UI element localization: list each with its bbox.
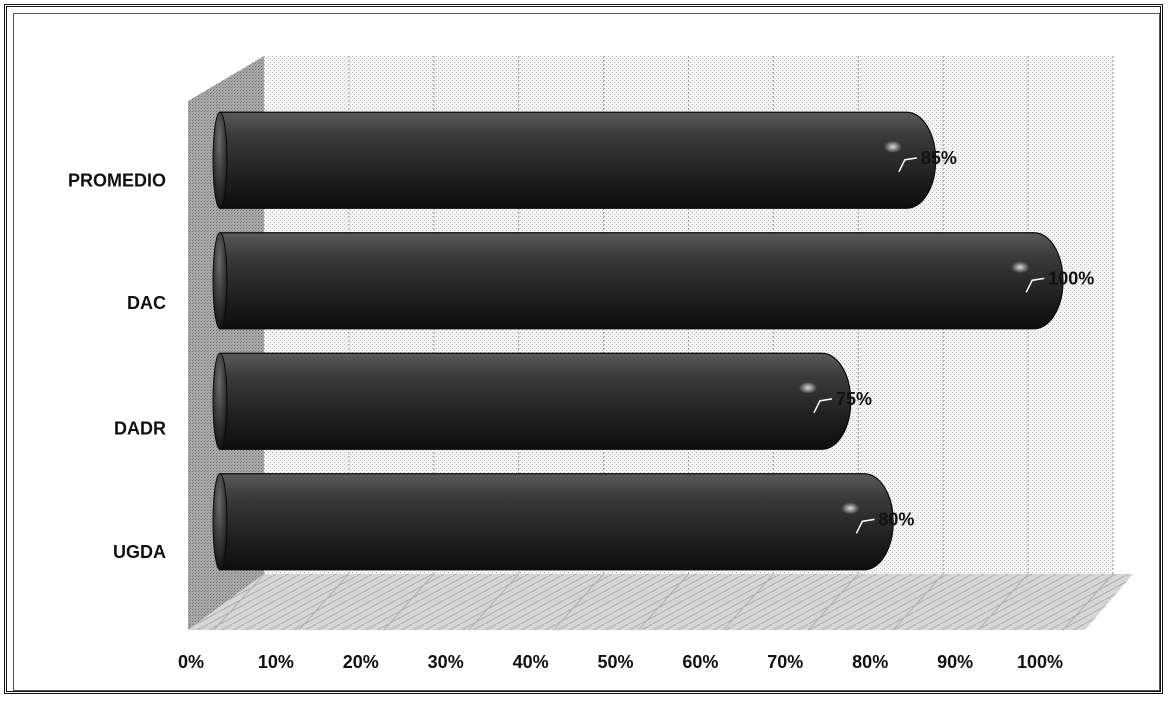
floor-gridline bbox=[638, 573, 689, 631]
category-label: PROMEDIO bbox=[68, 170, 166, 190]
bar-cap bbox=[212, 473, 228, 571]
floor-gridline bbox=[892, 573, 944, 631]
chart-inner-border bbox=[13, 13, 1160, 691]
data-label: 85% bbox=[921, 148, 957, 168]
data-label-leader bbox=[898, 157, 917, 173]
bar-dac bbox=[212, 232, 1064, 330]
x-tick-label: 0% bbox=[178, 652, 204, 672]
bar-cap bbox=[212, 352, 228, 450]
bar-body bbox=[213, 111, 937, 209]
data-label: 100% bbox=[1048, 268, 1094, 288]
bar-highlight bbox=[1011, 261, 1030, 274]
x-tick-label: 70% bbox=[767, 652, 803, 672]
bar-highlight bbox=[841, 502, 860, 515]
floor-gridline bbox=[383, 573, 435, 631]
data-label-leader bbox=[813, 398, 833, 414]
x-tick-label: 90% bbox=[937, 652, 973, 672]
x-tick-label: 100% bbox=[1017, 652, 1063, 672]
floor-gridline bbox=[213, 573, 265, 631]
bar-body bbox=[213, 232, 1064, 330]
floor bbox=[188, 574, 1133, 630]
x-tick-label: 10% bbox=[258, 652, 294, 672]
bar-highlight bbox=[883, 140, 902, 153]
bar-ugda bbox=[212, 473, 894, 571]
floor-gridline bbox=[553, 573, 604, 631]
data-label-leader bbox=[855, 518, 875, 534]
x-tick-label: 20% bbox=[343, 652, 379, 672]
floor-gridline bbox=[977, 573, 1029, 631]
bar-cap bbox=[212, 232, 228, 330]
bar-cap bbox=[212, 111, 228, 209]
data-label: 75% bbox=[836, 389, 872, 409]
data-label-leader bbox=[1025, 277, 1045, 293]
data-label: 80% bbox=[878, 509, 914, 529]
floor-gridline bbox=[298, 573, 350, 631]
x-tick-label: 50% bbox=[597, 652, 633, 672]
category-label: UGDA bbox=[113, 542, 166, 562]
x-tick-label: 30% bbox=[428, 652, 464, 672]
floor-gridline bbox=[807, 573, 859, 631]
x-tick-label: 80% bbox=[852, 652, 888, 672]
x-tick-label: 60% bbox=[682, 652, 718, 672]
bar-dadr bbox=[212, 352, 852, 450]
category-label: DADR bbox=[114, 418, 166, 438]
category-label: DAC bbox=[127, 293, 166, 313]
x-tick-label: 40% bbox=[513, 652, 549, 672]
floor-gridline bbox=[1062, 573, 1114, 631]
floor-gridline bbox=[723, 573, 774, 631]
floor-gridline bbox=[468, 573, 520, 631]
bar-highlight bbox=[798, 381, 817, 394]
bar-body bbox=[213, 473, 894, 571]
bar-body bbox=[213, 352, 852, 450]
bar-promedio bbox=[212, 111, 937, 209]
